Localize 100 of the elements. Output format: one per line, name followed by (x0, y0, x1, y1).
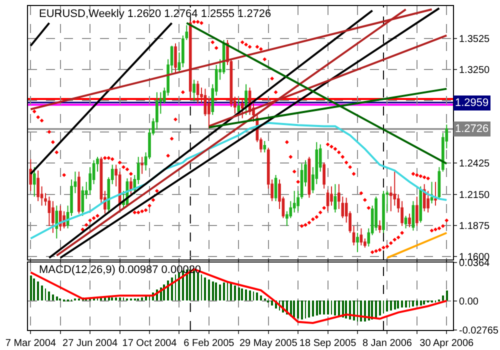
bar (338, 300, 340, 316)
bar (33, 278, 35, 300)
bar (375, 300, 377, 318)
x-tick-label: 30 Apr 2006 (420, 338, 474, 349)
bar (390, 300, 392, 310)
bar (271, 300, 273, 306)
bar (301, 300, 303, 320)
y-tick-label: -0.02765 (459, 326, 499, 336)
bar (30, 275, 32, 300)
bar (368, 300, 370, 320)
bar (397, 300, 399, 308)
bar (212, 281, 214, 300)
candlestick (334, 184, 337, 213)
candlestick (81, 186, 84, 216)
bar (197, 272, 199, 300)
candlestick (430, 181, 434, 204)
y-tick-label: 1.3250 (459, 65, 490, 76)
candlestick (244, 84, 248, 116)
x-tick-label: 8 Jan 2006 (362, 338, 412, 349)
bar (215, 282, 217, 300)
y-tick-label: 1.1875 (459, 220, 490, 232)
bar (249, 290, 251, 300)
y-tick-label: 1.2425 (459, 158, 490, 170)
bar (115, 297, 117, 300)
candlestick (404, 215, 408, 229)
bar (223, 282, 225, 300)
bar (219, 284, 221, 300)
candlestick (140, 156, 144, 174)
bar (446, 290, 448, 300)
bar (41, 285, 43, 300)
candlestick (352, 226, 356, 246)
y-tick-label: 0.00 (459, 296, 479, 308)
bar (412, 300, 414, 306)
candlestick (55, 205, 58, 240)
x-tick-label: 29 May 2005 (239, 338, 298, 349)
bar (208, 279, 210, 300)
candlestick (296, 190, 300, 212)
bar (260, 295, 262, 300)
candlestick (36, 170, 40, 202)
bar (234, 285, 236, 300)
bar (316, 300, 318, 316)
candlestick (434, 181, 437, 206)
candlestick (374, 196, 378, 232)
candlestick (196, 80, 200, 104)
candlestick (130, 176, 132, 195)
bar (141, 297, 143, 300)
candlestick (322, 162, 326, 190)
bar (319, 300, 321, 314)
candlestick (416, 196, 418, 227)
bar (193, 270, 195, 300)
bar (241, 288, 243, 300)
candlestick (188, 20, 192, 100)
y-tick-label: 1.2150 (459, 190, 490, 201)
bar (145, 296, 147, 300)
bar (323, 300, 325, 314)
candlestick (360, 228, 363, 246)
bar (111, 297, 113, 300)
candlestick (29, 158, 32, 192)
bar (256, 292, 258, 300)
bar (230, 282, 232, 300)
bar (379, 300, 381, 316)
x-tick-label: 7 Mar 2004 (5, 338, 56, 349)
bar (364, 300, 366, 322)
bar (423, 300, 425, 304)
bar (353, 300, 355, 320)
bar (327, 300, 329, 314)
bar (297, 300, 299, 318)
x-tick-label: 6 Feb 2005 (184, 338, 235, 349)
candlestick (174, 42, 177, 74)
bar (401, 300, 403, 308)
y-tick-label: 1.3525 (459, 34, 490, 45)
candlestick (300, 163, 304, 200)
bar (119, 297, 121, 300)
ref-line-label: 1.2726 (455, 123, 489, 135)
candlestick (32, 166, 36, 198)
bar (442, 295, 444, 300)
candlestick (438, 166, 441, 200)
bar (37, 281, 39, 300)
x-tick-label: 27 Jun 2004 (62, 338, 118, 349)
line-series (30, 122, 448, 240)
bar (420, 300, 422, 306)
candlestick (419, 186, 422, 224)
candlestick (263, 140, 266, 153)
bar (312, 300, 314, 316)
bar (334, 300, 336, 316)
bar (171, 277, 173, 300)
candlestick (52, 200, 54, 234)
chart-title: EURUSD,Weekly 1.2620 1.2764 1.2555 1.2726 (39, 8, 272, 20)
bar (245, 289, 247, 300)
bar (293, 300, 295, 318)
bar (360, 300, 362, 322)
candlestick (382, 190, 385, 234)
candlestick (78, 171, 80, 214)
candlestick (412, 200, 415, 232)
ref-line-label: 1.2959 (455, 97, 489, 109)
candlestick (240, 98, 244, 119)
bar (48, 291, 50, 300)
candlestick (308, 156, 311, 198)
candlestick (356, 232, 359, 253)
bar (204, 277, 206, 300)
